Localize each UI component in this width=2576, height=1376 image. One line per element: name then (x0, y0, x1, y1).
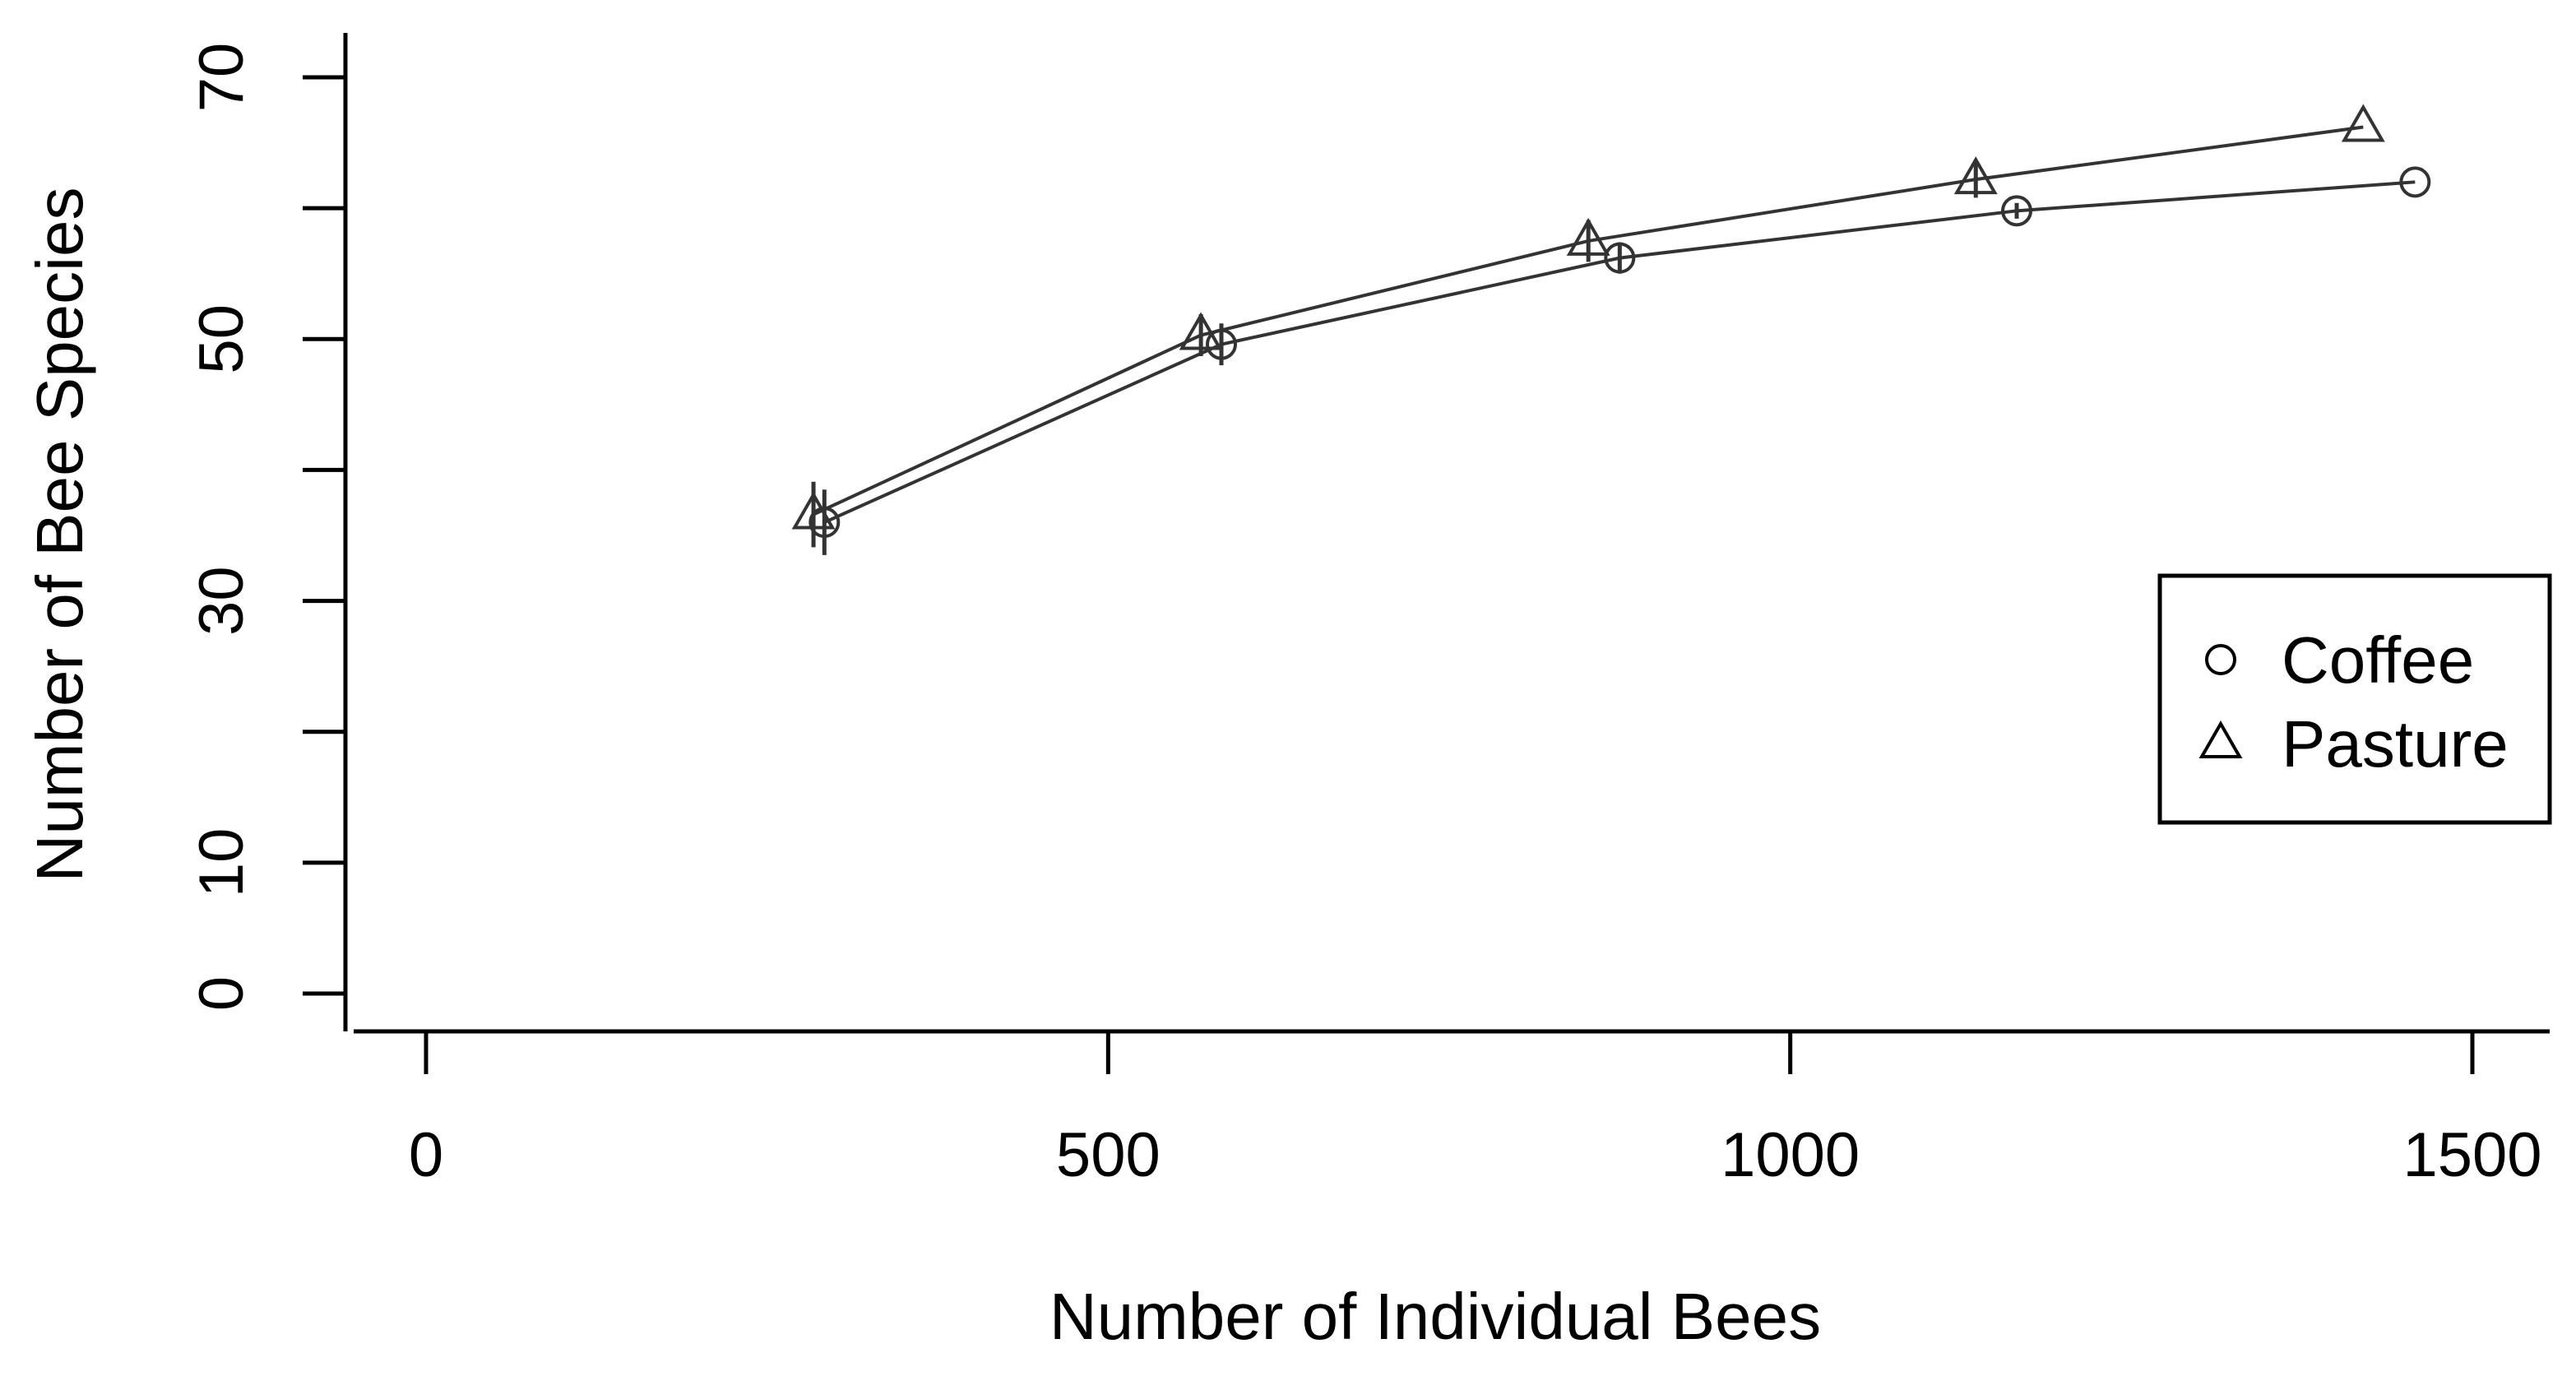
series-line (813, 125, 2364, 517)
legend-box (2157, 573, 2552, 825)
y-axis-title: Number of Bee Species (23, 188, 96, 883)
legend-label: Coffee (2282, 623, 2474, 697)
y-tick-label: 10 (187, 828, 257, 898)
series-layer (791, 104, 2431, 555)
legend: Coffee Pasture (2157, 573, 2552, 825)
circle-marker (2399, 166, 2431, 198)
triangle-marker (1179, 312, 1223, 350)
x-tick-label: 500 (1056, 1120, 1161, 1190)
circle-marker (1604, 242, 1636, 274)
series-line (823, 180, 2416, 524)
y-tick-label: 0 (187, 976, 257, 1011)
triangle-marker (2198, 720, 2243, 758)
series-coffee (808, 166, 2431, 555)
y-tick-label: 70 (187, 43, 257, 113)
circle-marker (2205, 644, 2236, 675)
triangle-marker (2341, 104, 2385, 142)
y-tick-label: 30 (187, 566, 257, 636)
axes: 0 10 30 50 70 0 500 1000 1500 (187, 33, 2550, 1190)
series-pasture (791, 104, 2385, 548)
triangle-marker (1566, 217, 1610, 256)
x-axis-title: Number of Individual Bees (1049, 1280, 1821, 1353)
y-tick-label: 50 (187, 304, 257, 374)
x-tick-label: 1000 (1721, 1120, 1860, 1190)
x-tick-label: 0 (409, 1120, 443, 1190)
legend-label: Pasture (2282, 707, 2509, 781)
circle-marker (2001, 195, 2033, 227)
triangle-marker (1953, 156, 1998, 195)
triangle-marker (791, 491, 836, 530)
x-tick-label: 1500 (2402, 1120, 2541, 1190)
